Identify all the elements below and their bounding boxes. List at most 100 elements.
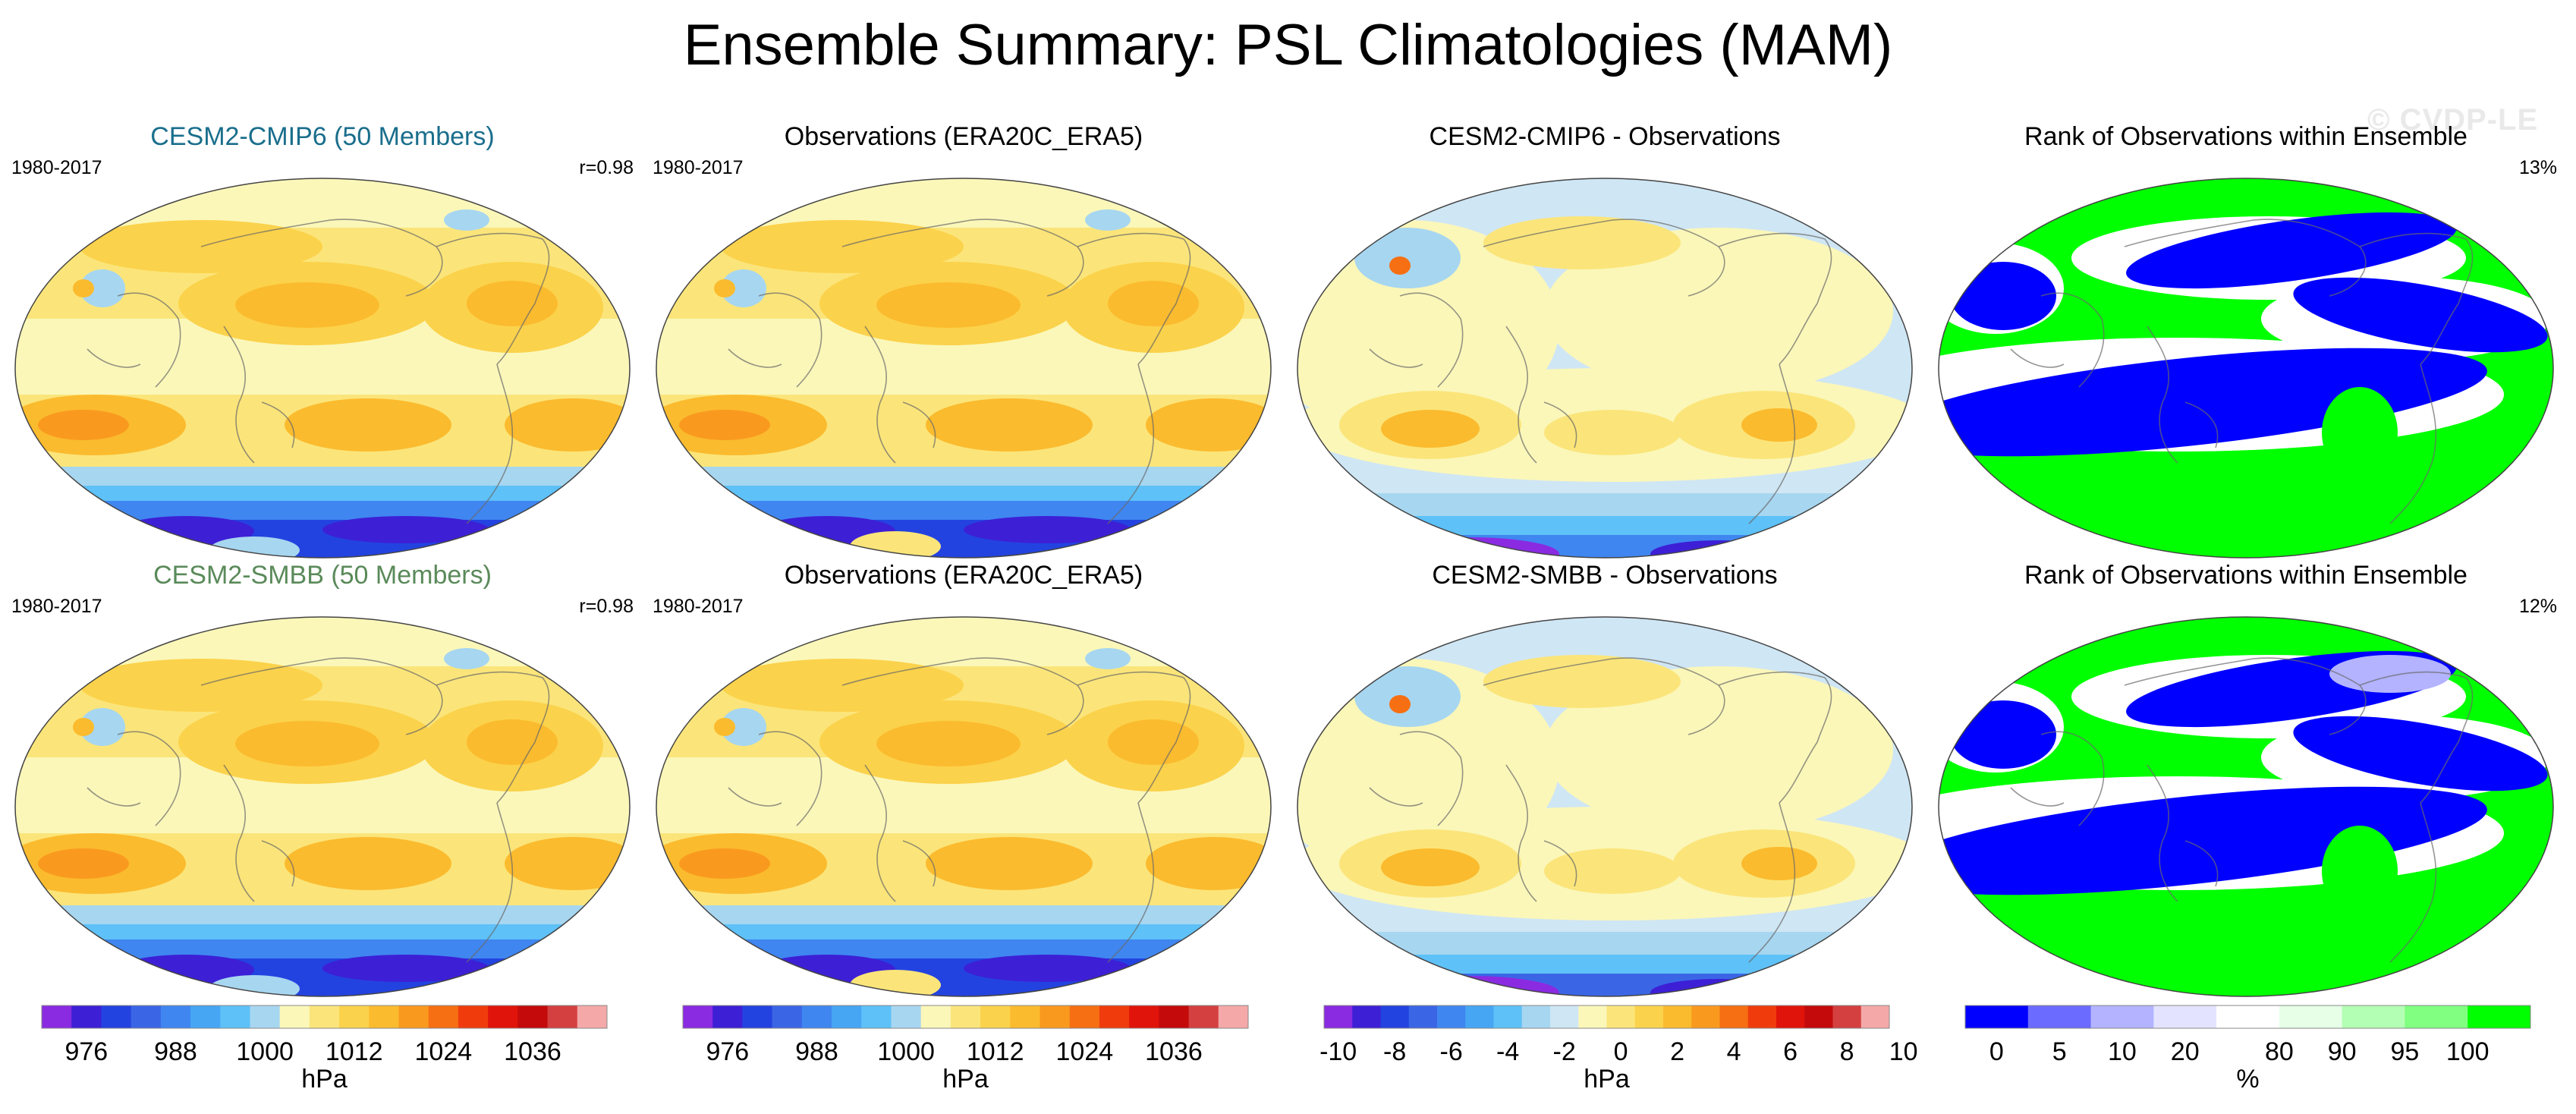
- panel-observations: Observations (ERA20C_ERA5) 1980-2017: [653, 121, 1275, 562]
- coastline: [864, 326, 896, 464]
- colorbar-tick-label: -6: [1440, 1037, 1463, 1066]
- coastline: [1543, 401, 1577, 448]
- hotspot: [1389, 256, 1411, 275]
- colorbar-swatch: [1493, 1005, 1523, 1028]
- colorbar-swatch: [1380, 1005, 1410, 1028]
- colorbar-swatch: [2153, 1005, 2217, 1028]
- subpolar-gradient-1: [15, 905, 630, 924]
- coastline: [2124, 657, 2367, 735]
- colorbar-swatch: [1578, 1005, 1607, 1028]
- colorbar-tick-label: 1036: [1145, 1037, 1203, 1066]
- colorbar-swatch: [1099, 1005, 1130, 1028]
- subpolar-gradient-3: [656, 501, 1271, 520]
- negative-asia: [1354, 666, 1461, 727]
- coastline: [200, 219, 443, 297]
- colorbar-swatch: [2090, 1005, 2154, 1028]
- colorbar-swatch: [309, 1005, 340, 1028]
- colorbar-swatch: [1324, 1005, 1353, 1028]
- colorbar-swatch: [2342, 1005, 2405, 1028]
- tibet-spot: [73, 718, 94, 736]
- negative-asia: [1354, 228, 1461, 288]
- coastline: [1505, 764, 1537, 902]
- colorbar-tick-label: 10: [1889, 1037, 1918, 1066]
- map-rank: [1938, 178, 2554, 559]
- coastline: [223, 326, 255, 464]
- rank-percent-label: 13%: [2518, 157, 2557, 178]
- anomaly-indian-core: [1381, 410, 1480, 448]
- coastline: [466, 802, 514, 963]
- subpolar-gradient-2: [15, 924, 630, 939]
- coastline: [261, 840, 295, 887]
- coastline: [1369, 348, 1423, 368]
- colorbar-swatch: [772, 1005, 803, 1028]
- tibet-spot: [73, 279, 94, 297]
- colorbar-swatch: [712, 1005, 743, 1028]
- map-psl_obs: [656, 178, 1272, 559]
- colorbar-units-label: hPa: [942, 1065, 989, 1094]
- colorbar-swatch: [131, 1005, 162, 1028]
- colorbar-swatch: [2027, 1005, 2092, 1028]
- coastline: [436, 232, 550, 365]
- trough-core-2: [964, 955, 1131, 982]
- anomaly-indian-core: [1381, 848, 1480, 886]
- tibet-low: [80, 708, 125, 746]
- green-south-america: [2322, 826, 2398, 917]
- coastline: [2359, 671, 2474, 804]
- correlation-label: r=0.98: [579, 157, 634, 178]
- coastline: [758, 292, 822, 388]
- anomaly-north-pacific: [1483, 655, 1681, 708]
- colorbar-tick-label: 95: [2391, 1037, 2420, 1066]
- panel-title: Rank of Observations within Ensemble: [2024, 122, 2467, 151]
- colorbar-tick-label: -4: [1496, 1037, 1519, 1066]
- colorbar-swatch: [160, 1005, 191, 1028]
- colorbar-difference: -10 -8 -6 -4 -2 0 2 4 6 8 10 hPa: [1319, 1005, 1918, 1112]
- colorbar-swatch: [577, 1005, 608, 1028]
- colorbar-swatch: [488, 1005, 518, 1028]
- coastline: [2040, 731, 2105, 826]
- colorbar-tick-label: 20: [2171, 1037, 2200, 1066]
- map-outline: [1938, 616, 2554, 997]
- colorbar-psl-model: 976 988 1000 1012 1024 1036 hPa: [41, 1005, 618, 1112]
- coastline: [1483, 657, 1725, 735]
- map-rank: [1938, 616, 2554, 997]
- light-blue-zone: [2329, 655, 2451, 693]
- panel-cmip6-minus-obs: CESM2-CMIP6 - Observations: [1294, 121, 1916, 562]
- colorbar-swatch: [369, 1005, 400, 1028]
- hotspot: [1389, 695, 1411, 713]
- colorbar-tick-label: 6: [1783, 1037, 1798, 1066]
- colorbar-swatch: [101, 1005, 132, 1028]
- coastline: [200, 657, 443, 735]
- coastline: [1748, 802, 1796, 963]
- south-pacific-high: [285, 398, 451, 452]
- colorbar-tick-label: 5: [2052, 1037, 2067, 1066]
- colorbar-swatch: [2405, 1005, 2468, 1028]
- colorbar-tick-label: 0: [1614, 1037, 1628, 1066]
- colorbar-swatch: [1069, 1005, 1100, 1028]
- colorbar-swatch: [71, 1005, 102, 1028]
- colorbar-swatch: [42, 1005, 72, 1028]
- period-label: 1980-2017: [11, 596, 102, 617]
- map-psl_obs: [656, 616, 1272, 997]
- coastline: [2359, 232, 2474, 365]
- colorbar-swatch: [1521, 1005, 1551, 1028]
- coastline: [1399, 292, 1464, 388]
- colorbar-tick-label: 988: [154, 1037, 197, 1066]
- coastline: [2389, 363, 2437, 524]
- panel-cmip6-ensemble-mean: CESM2-CMIP6 (50 Members) 1980-2017 r=0.9…: [11, 121, 634, 562]
- colorbar-swatch: [891, 1005, 922, 1028]
- colorbar-tick-label: -2: [1553, 1037, 1576, 1066]
- colorbar-swatch: [279, 1005, 310, 1028]
- colorbar-swatch: [2279, 1005, 2343, 1028]
- coastline: [2010, 348, 2065, 368]
- subpolar-gradient-3: [656, 939, 1271, 958]
- arctic-low: [444, 209, 489, 231]
- trough-core-2: [964, 516, 1131, 543]
- map-outline: [656, 616, 1272, 997]
- anomaly-pacific: [1544, 410, 1681, 455]
- colorbar-swatch: [1040, 1005, 1071, 1028]
- colorbar-swatch: [1747, 1005, 1777, 1028]
- panel-title: Observations (ERA20C_ERA5): [784, 122, 1143, 151]
- colorbar-swatch: [1010, 1005, 1041, 1028]
- coastline: [1077, 232, 1191, 365]
- colorbar-swatch: [428, 1005, 459, 1028]
